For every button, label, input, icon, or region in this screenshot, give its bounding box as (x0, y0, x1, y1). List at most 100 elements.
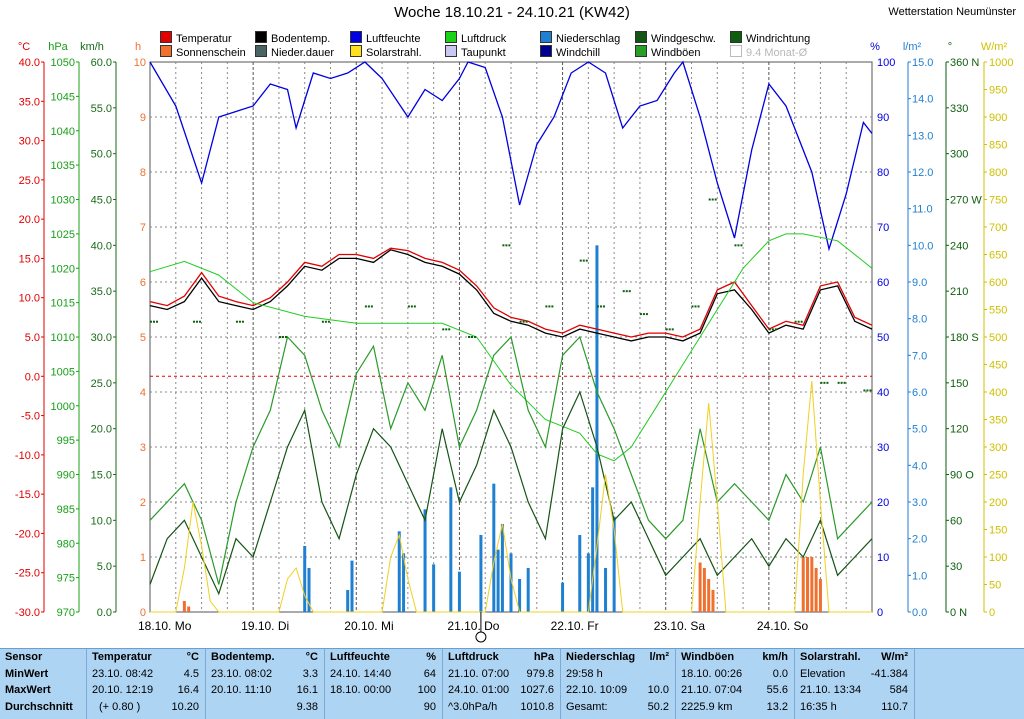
legend-label-wind-direction: Windrichtung (746, 33, 811, 45)
rain-tick-label: 1.0 (912, 570, 927, 582)
sunshine-tick-label: 8 (140, 167, 146, 179)
wind-tick-label: 55.0 (91, 103, 112, 115)
stats-avg-value-rain: 50.2 (647, 700, 669, 713)
rain-tick-label: 7.0 (912, 350, 927, 362)
legend-label-monthly-avg: 9.4 Monat-Ø (746, 47, 808, 59)
legend-item-temperature: Temperatur (160, 31, 232, 46)
stats-unit-pressure: hPa (533, 651, 554, 663)
rain-bar (518, 579, 522, 612)
legend-item-humidity: Luftfeuchte (350, 31, 420, 46)
direction-dot (797, 320, 800, 323)
wind-axis-unit: km/h (80, 41, 104, 53)
rain-tick-label: 0.0 (912, 607, 927, 619)
legend-item-rain-duration: Nieder.dauer (255, 45, 334, 60)
direction-dot (734, 244, 737, 247)
rain-tick-label: 3.0 (912, 497, 927, 509)
humidity-tick-label: 40 (877, 387, 889, 399)
direction-dot (471, 336, 474, 338)
temperature-tick-label: 5.0 (25, 332, 40, 344)
day-label: 18.10. Mo (138, 619, 192, 633)
sunshine-tick-label: 5 (140, 332, 146, 344)
wind-tick-label: 20.0 (91, 424, 112, 436)
rain-bar (397, 531, 401, 612)
direction-dot (774, 328, 777, 331)
stats-labels-column: Sensor MinWert MaxWert Durchschnitt (0, 649, 87, 719)
stats-avg-value-solar: 110.7 (881, 700, 908, 713)
solar-tick-label: 150 (989, 525, 1007, 537)
stats-avg-note-solar: 16:35 h (800, 700, 837, 713)
direction-dot (525, 320, 528, 323)
wind-tick-label: 30.0 (91, 332, 112, 344)
stats-min-time-pressure: 21.10. 07:00 (448, 667, 510, 680)
stats-title-humidity: Luftfeuchte (330, 651, 390, 663)
legend-swatch-pressure (445, 31, 457, 43)
sunshine-tick-label: 2 (140, 497, 146, 509)
direction-dot (639, 313, 642, 316)
pressure-tick-label: 1015 (51, 298, 75, 310)
direction-dot (697, 305, 700, 308)
sunshine-tick-label: 7 (140, 222, 146, 234)
legend-item-rain: Niederschlag (540, 31, 620, 46)
direction-tick-label: 120 (950, 424, 968, 436)
stats-max-time-humidity: 18.10. 00:00 (330, 684, 392, 696)
direction-dot (241, 320, 244, 323)
direction-dot (153, 320, 155, 323)
direction-tick-label: 300 (950, 149, 968, 161)
direction-dot (711, 198, 714, 201)
legend-label-sunshine: Sonnenschein (176, 47, 246, 59)
rain-bar (586, 553, 590, 612)
stats-unit-rain: l/m² (649, 651, 669, 663)
direction-tick-label: 0 N (950, 607, 967, 619)
day-label: 24.10. So (757, 619, 809, 633)
sunshine-bar (702, 568, 706, 612)
legend-label-pressure: Luftdruck (461, 33, 507, 45)
rain-bar (479, 535, 483, 612)
rain-tick-label: 14.0 (912, 94, 933, 106)
legend-item-wind-speed: Windgeschw. (635, 31, 716, 46)
temperature-tick-label: 15.0 (19, 253, 40, 265)
temperature-tick-label: 30.0 (19, 136, 40, 148)
direction-dot (448, 328, 451, 331)
stats-min-value-soil-temp: 3.3 (302, 667, 318, 680)
legend-swatch-soil-temp (255, 31, 267, 43)
legend-item-soil-temp: Bodentemp. (255, 31, 330, 46)
direction-dot (278, 336, 281, 338)
direction-dot (794, 320, 797, 323)
legend-swatch-windchill (540, 45, 552, 57)
direction-dot (413, 305, 416, 308)
direction-dot (691, 305, 694, 308)
stats-label-max: MaxWert (5, 684, 51, 696)
direction-dot (843, 381, 846, 384)
legend-item-solar: Solarstrahl. (350, 45, 422, 60)
direction-dot (771, 328, 774, 331)
direction-dot (284, 336, 287, 338)
legend-item-monthly-avg[interactable]: 9.4 Monat-Ø (730, 45, 807, 60)
rain-bar (612, 516, 616, 612)
direction-dot (740, 244, 743, 247)
temperature-tick-label: -25.0 (15, 568, 40, 580)
stats-min-time-temperature: 23.10. 08:42 (92, 667, 154, 680)
stats-max-value-pressure: 1027.6 (520, 684, 554, 696)
temperature-tick-label: 40.0 (19, 57, 40, 69)
legend-checkbox-monthly-avg[interactable] (730, 45, 742, 57)
direction-dot (364, 305, 367, 308)
now-marker-icon (475, 631, 487, 643)
series-line (149, 60, 873, 252)
pressure-tick-label: 1005 (51, 366, 75, 378)
direction-tick-label: 240 (950, 240, 968, 252)
sunshine-bar (814, 568, 818, 612)
rain-bar (457, 571, 461, 612)
stats-title-temperature: Temperatur (92, 651, 152, 663)
rain-bar (307, 568, 311, 612)
direction-dot (628, 290, 631, 293)
solar-tick-label: 1000 (989, 57, 1013, 69)
direction-dot (235, 320, 238, 323)
rain-tick-label: 6.0 (912, 387, 927, 399)
pressure-tick-label: 1035 (51, 160, 75, 172)
legend-label-dewpoint: Taupunkt (461, 47, 506, 59)
direction-dot (468, 336, 471, 338)
rain-tick-label: 13.0 (912, 130, 933, 142)
stats-avg-note-rain: Gesamt: (566, 700, 608, 713)
solar-tick-label: 950 (989, 85, 1007, 97)
pressure-tick-label: 980 (57, 538, 75, 550)
